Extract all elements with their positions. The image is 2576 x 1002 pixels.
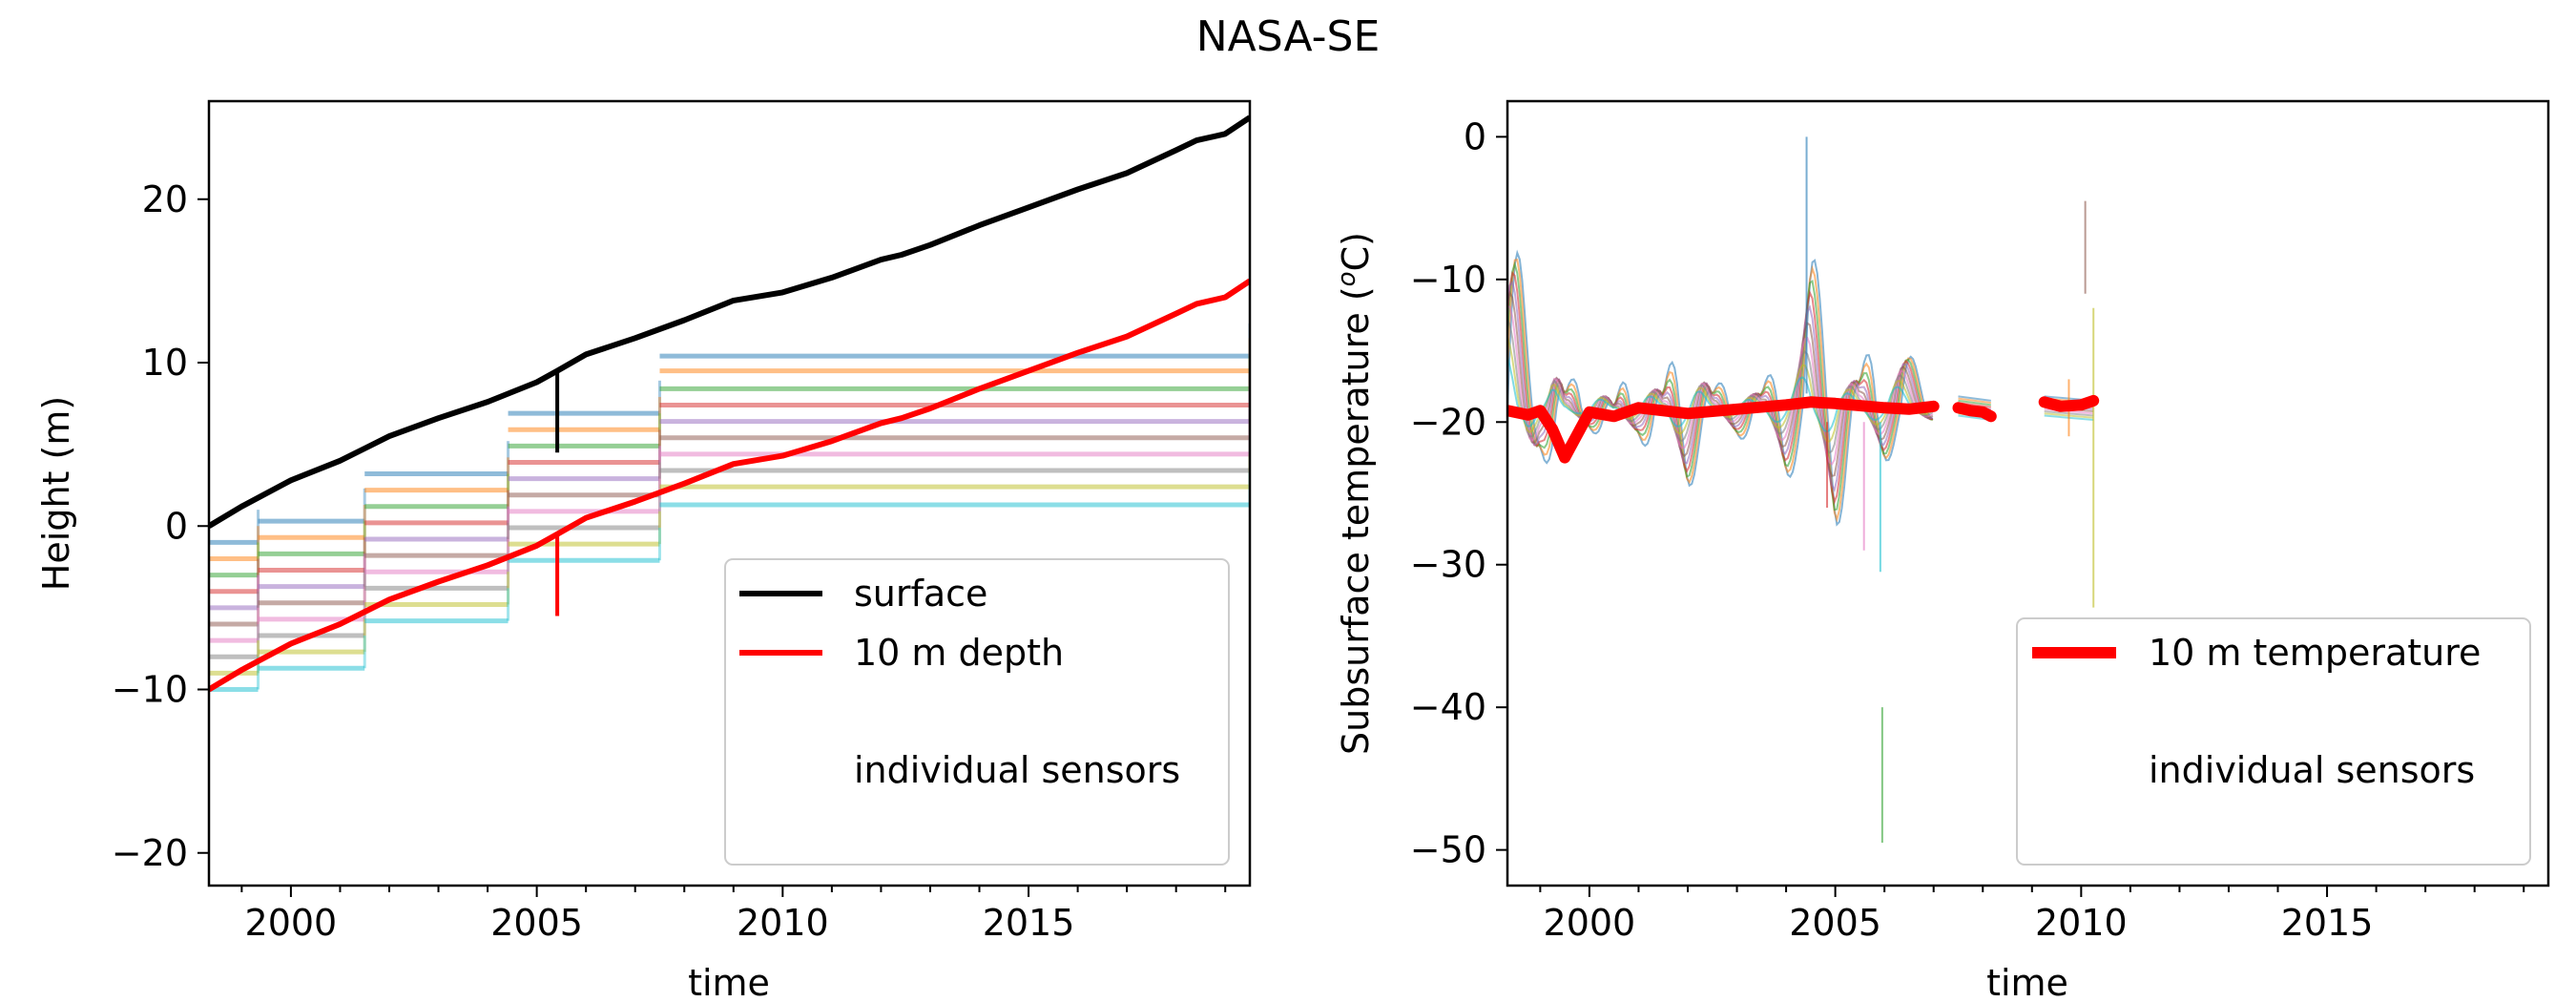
right-chart: 2000 2005 2010 2015 0 −10 −20 −30 −40 −50 time Su… [1333,99,2550,1002]
left-axes-frame [207,99,1252,887]
series-line-10m-temperature [1507,396,1940,464]
sensor-fragment [1958,395,1991,402]
x-tick-label: 2010 [2035,902,2128,944]
right-ylabel-unit: o [1333,271,1361,286]
y-tick-label: −10 [112,669,188,711]
sensor-trace [1507,280,1934,492]
x-tick-label: 2015 [2281,902,2374,944]
left-legend: surface 10 m depth individual sensors [724,558,1230,866]
left-ticks: 2000 2005 2010 2015 −20 −10 0 10 20 [112,178,1227,944]
right-legend: 10 m temperature individual sensors [2016,617,2531,866]
figure-suptitle: NASA-SE [1196,12,1381,61]
x-tick-label: 2000 [245,902,338,944]
right-ylabel-main: Subsurface temperature ( [1335,286,1377,755]
y-tick-label: 10 [142,342,188,384]
series-line-10m-temperature [2038,394,2100,412]
legend-surface-label: surface [854,573,987,615]
left-legend-frame [724,558,1230,866]
x-tick-label: 2010 [737,902,829,944]
right-legend-frame [2016,617,2531,866]
series-line-10m-temperature [1952,402,1997,423]
series-line-surface [209,115,1250,529]
left-ylabel: Height (m) [35,396,77,591]
y-tick-label: 20 [142,178,188,220]
y-tick-label: −10 [1410,259,1486,301]
sensor-trace [1507,259,1934,523]
legend-individual-sensors-label: individual sensors [854,749,1180,791]
y-tick-label: −50 [1410,829,1486,871]
sensor-fragment [1958,397,1991,405]
left-chart: 2000 2005 2010 2015 −20 −10 0 10 20 time Height … [35,99,1252,1002]
series-line-10-m-depth [209,278,1250,693]
x-tick-label: 2000 [1544,902,1636,944]
y-tick-label: −20 [1410,401,1486,443]
x-tick-label: 2005 [1789,902,1881,944]
y-tick-label: 0 [1464,115,1486,157]
sensor-trace [1507,261,1933,511]
y-tick-label: 0 [165,505,188,547]
x-tick-label: 2015 [983,902,1075,944]
left-plot-area [209,115,1250,693]
right-ticks: 2000 2005 2010 2015 0 −10 −20 −30 −40 −50 [1410,115,2525,944]
legend-individual-sensors-label-right: individual sensors [2149,749,2475,791]
right-ylabel-tail: C) [1335,232,1377,271]
y-tick-label: −20 [112,832,188,874]
right-ylabel: Subsurface temperature (oC) [1333,232,1377,755]
right-xlabel: time [1986,962,2068,1002]
sensor-trace [1507,319,1934,454]
left-xlabel: time [688,962,770,1002]
x-tick-label: 2005 [490,902,583,944]
sensor-fragment [1958,399,1991,407]
y-tick-label: −30 [1410,544,1486,586]
legend-10m-temperature-label: 10 m temperature [2149,632,2481,674]
legend-10m-depth-label: 10 m depth [854,632,1064,674]
right-axes-frame [1506,99,2550,887]
right-plot-area [1507,136,2100,844]
y-tick-label: −40 [1410,686,1486,728]
sensor-trace [1507,271,1933,505]
